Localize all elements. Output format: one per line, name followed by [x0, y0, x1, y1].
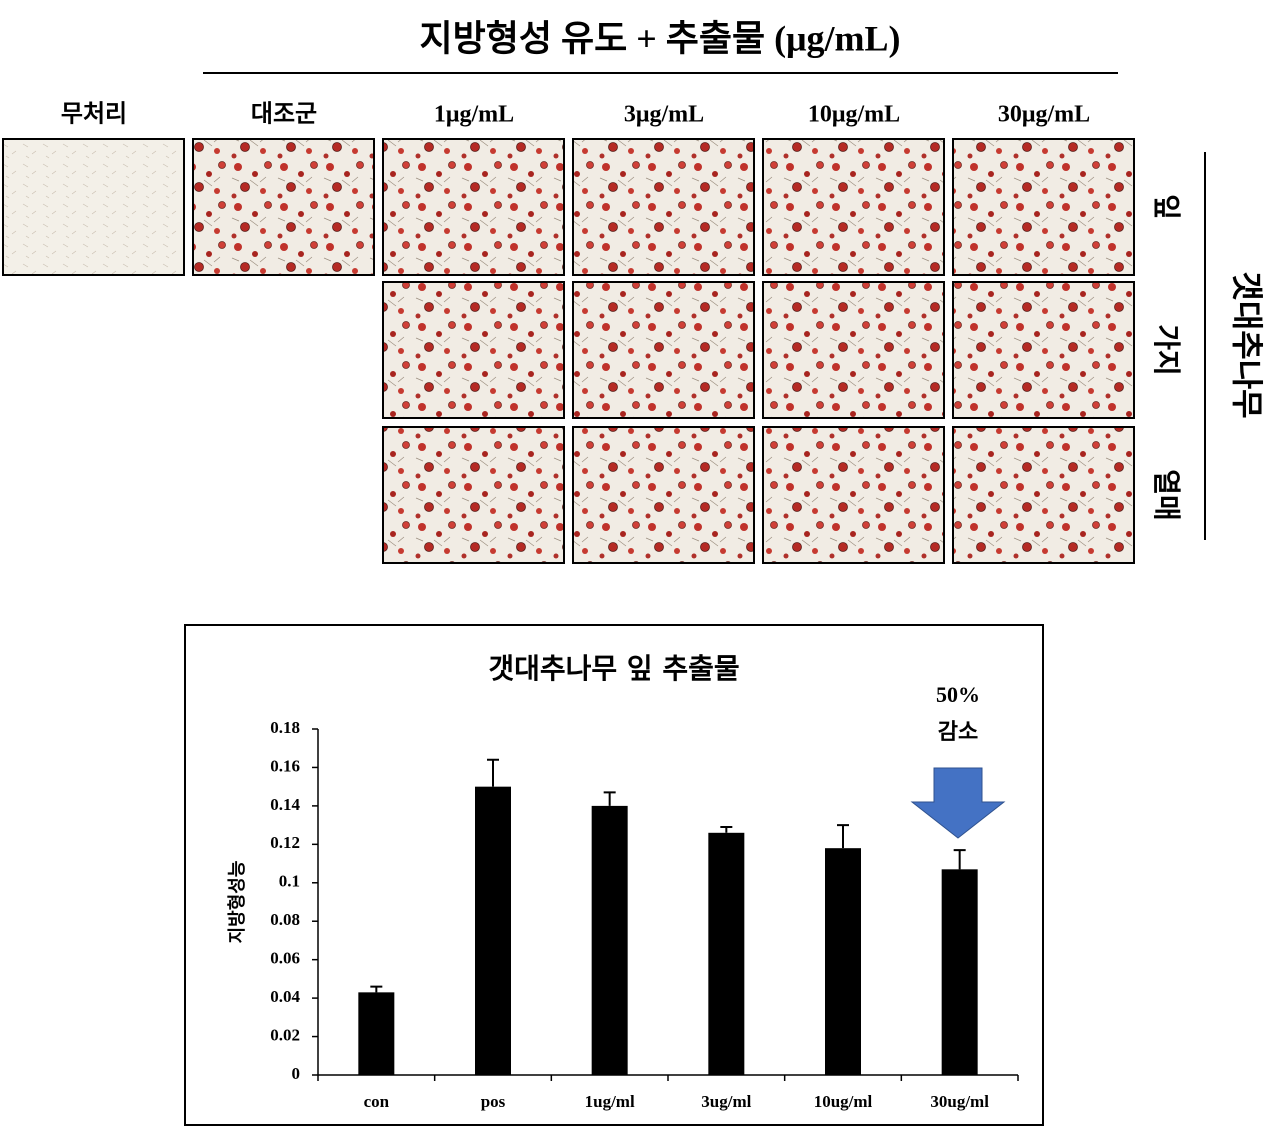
- error-bar: [370, 985, 383, 993]
- column-label: 10μg/mL: [808, 102, 900, 128]
- error-bar: [603, 791, 616, 806]
- error-bar: [720, 826, 733, 833]
- column-label: 3μg/mL: [624, 102, 704, 128]
- y-tick-label: 0.18: [270, 718, 300, 737]
- arrow: [910, 767, 1006, 839]
- y-tick-label: 0.16: [270, 756, 300, 775]
- row-label: 열매: [1150, 469, 1183, 521]
- micrograph: [762, 426, 945, 564]
- y-tick-label: 0.12: [270, 833, 300, 852]
- bar: [941, 869, 978, 1075]
- image-panel: 지방형성 유도 + 추출물 (μg/mL) 갯대추나무: [203, 18, 1266, 540]
- bar: [475, 786, 511, 1075]
- y-tick-label: 0.1: [279, 872, 300, 891]
- y-tick-label: 0.04: [270, 987, 300, 1006]
- chart-title: 갯대추나무 잎 추출물: [488, 652, 739, 685]
- column-label: 1μg/mL: [434, 102, 514, 128]
- micrograph: [952, 138, 1135, 276]
- micrograph: [572, 281, 755, 419]
- micrograph: [572, 426, 755, 564]
- y-tick-label: 0.14: [270, 795, 300, 814]
- error-bar: [837, 824, 849, 849]
- figure-title: 지방형성 유도 + 추출물 (μg/mL): [420, 18, 901, 58]
- row-label: 가지: [1150, 324, 1183, 376]
- x-tick-label: 10ug/ml: [814, 1092, 873, 1111]
- y-tick-label: 0.06: [270, 949, 300, 968]
- micrograph: [382, 138, 565, 276]
- micrograph: [952, 426, 1135, 564]
- chart-frame: [184, 624, 1044, 1126]
- micrograph: [572, 138, 755, 276]
- bar: [708, 832, 745, 1075]
- bar: [591, 805, 628, 1075]
- micrograph: [382, 426, 565, 564]
- group-label: 갯대추나무: [1228, 271, 1266, 418]
- x-tick-label: 3ug/ml: [701, 1092, 751, 1111]
- micrograph: [192, 138, 375, 276]
- error-bar: [487, 758, 499, 787]
- row-label: 잎: [1150, 194, 1183, 220]
- column-label: 대조군: [251, 101, 317, 128]
- y-tick-label: 0.02: [270, 1025, 300, 1044]
- x-tick-label: 30ug/ml: [930, 1092, 989, 1111]
- x-tick-label: con: [364, 1092, 390, 1111]
- y-tick-label: 0: [292, 1064, 301, 1083]
- micrograph: [762, 138, 945, 276]
- x-tick-label: pos: [481, 1092, 506, 1111]
- error-bar: [953, 849, 966, 870]
- y-tick-label: 0.08: [270, 910, 300, 929]
- annotation: 감소: [938, 720, 978, 745]
- x-tick-label: 1ug/ml: [585, 1092, 635, 1111]
- micrograph: [382, 281, 565, 419]
- column-label: 무처리: [61, 101, 127, 128]
- y-axis-label: 지방형성능: [227, 861, 248, 944]
- annotation: 50%: [936, 682, 980, 707]
- bar: [825, 848, 861, 1075]
- micrograph: [952, 281, 1135, 419]
- bar: [358, 992, 395, 1075]
- micrograph: [2, 138, 185, 276]
- column-label: 30μg/mL: [998, 102, 1090, 128]
- micrograph: [762, 281, 945, 419]
